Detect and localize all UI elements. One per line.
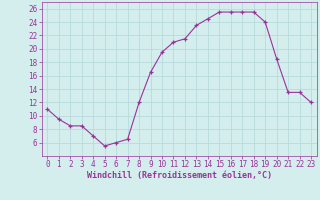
X-axis label: Windchill (Refroidissement éolien,°C): Windchill (Refroidissement éolien,°C) xyxy=(87,171,272,180)
